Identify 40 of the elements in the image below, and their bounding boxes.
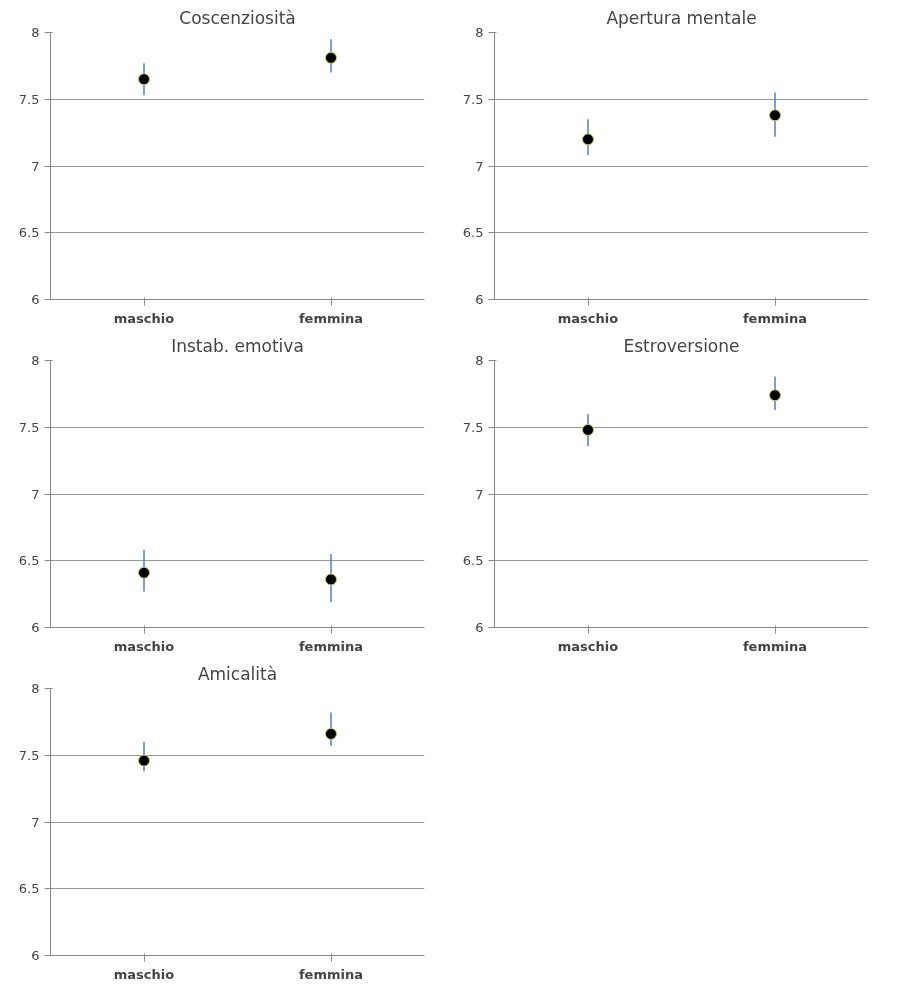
y-tick-label: 8 bbox=[475, 353, 484, 368]
y-tick-label: 6.5 bbox=[18, 553, 40, 569]
y-tick-label: 6 bbox=[31, 948, 40, 963]
y-tick-label: 7.5 bbox=[18, 419, 40, 435]
y-tick-label: 7.5 bbox=[462, 91, 484, 107]
x-tick-label: maschio bbox=[113, 638, 175, 654]
y-tick-label: 6 bbox=[31, 620, 40, 635]
y-tick-label: 6 bbox=[475, 620, 484, 635]
y-tick-label: 6 bbox=[31, 292, 40, 307]
y-tick-label: 7 bbox=[475, 486, 484, 502]
y-tick-label: 6.5 bbox=[462, 225, 484, 241]
x-tick-label: femmina bbox=[742, 638, 808, 654]
chart-title: Apertura mentale bbox=[606, 7, 757, 28]
y-tick-label: 7 bbox=[31, 486, 40, 502]
y-tick-label: 8 bbox=[31, 25, 40, 40]
x-tick-label: maschio bbox=[557, 638, 619, 654]
y-tick-label: 6.5 bbox=[18, 881, 40, 897]
y-tick-label: 8 bbox=[475, 25, 484, 40]
chart-title: Amicalità bbox=[197, 663, 278, 684]
y-tick-label: 6.5 bbox=[462, 553, 484, 569]
x-tick-label: femmina bbox=[298, 310, 364, 326]
x-tick-label: femmina bbox=[298, 966, 364, 982]
x-tick-label: maschio bbox=[557, 310, 619, 326]
y-tick-label: 6 bbox=[475, 292, 484, 307]
y-tick-label: 6.5 bbox=[18, 225, 40, 241]
y-tick-label: 7.5 bbox=[18, 91, 40, 107]
x-tick-label: maschio bbox=[113, 966, 175, 982]
y-tick-label: 7 bbox=[31, 158, 40, 174]
chart-title: Coscenziosità bbox=[179, 7, 296, 28]
x-tick-label: femmina bbox=[742, 310, 808, 326]
y-tick-label: 7 bbox=[475, 158, 484, 174]
chart-title: Instab. emotiva bbox=[171, 335, 304, 356]
x-tick-label: maschio bbox=[113, 310, 175, 326]
y-tick-label: 8 bbox=[31, 353, 40, 368]
y-tick-label: 8 bbox=[31, 681, 40, 696]
y-tick-label: 7 bbox=[31, 814, 40, 830]
x-tick-label: femmina bbox=[298, 638, 364, 654]
y-tick-label: 7.5 bbox=[462, 419, 484, 435]
chart-title: Estroversione bbox=[623, 335, 740, 356]
y-tick-label: 7.5 bbox=[18, 747, 40, 763]
